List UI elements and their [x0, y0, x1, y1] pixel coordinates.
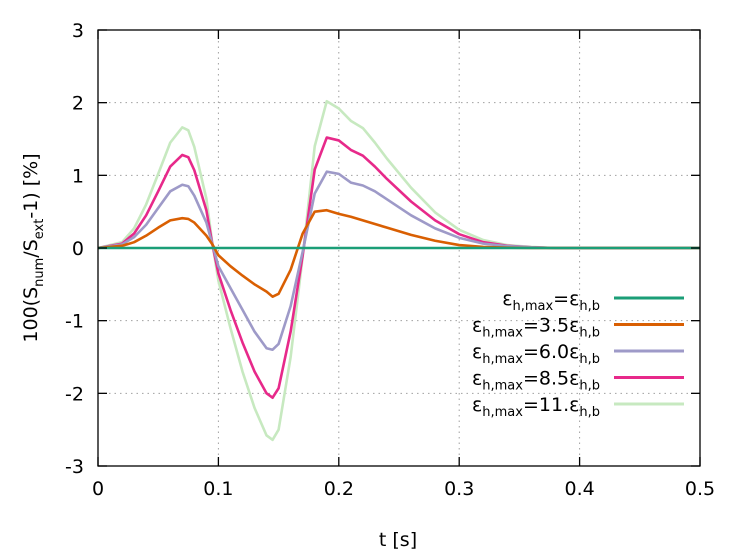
axis-ticks: [97, 29, 701, 467]
y-tick-label: -2: [65, 383, 84, 405]
x-tick-label: 0.3: [444, 478, 474, 500]
series-group: [97, 99, 700, 442]
legend-label: εh,max=8.5εh,b: [472, 368, 600, 394]
legend-item: εh,max=3.5εh,b: [472, 315, 684, 341]
legend-label: εh,max=11.εh,b: [472, 394, 600, 420]
legend-item: εh,max=εh,b: [502, 288, 684, 314]
y-tick-labels: -3 -2 -1 0 1 2 3: [65, 20, 84, 478]
x-tick-labels: 0 0.1 0.2 0.3 0.4 0.5: [92, 478, 715, 500]
x-tick-label: 0.5: [685, 478, 715, 500]
y-tick-label: 0: [72, 238, 84, 260]
y-tick-label: 3: [72, 20, 84, 42]
x-tick-label: 0.4: [564, 478, 594, 500]
legend-item: εh,max=11.εh,b: [472, 394, 684, 420]
legend-label: εh,max=εh,b: [502, 288, 600, 314]
legend-label: εh,max=3.5εh,b: [472, 315, 600, 341]
series-line: [97, 170, 700, 352]
y-tick-label: -3: [65, 456, 84, 478]
series-line: [97, 136, 700, 399]
legend-item: εh,max=6.0εh,b: [472, 341, 684, 367]
x-tick-label: 0.1: [203, 478, 233, 500]
y-tick-label: 1: [72, 165, 84, 187]
x-axis-label: t [s]: [379, 529, 417, 551]
x-tick-label: 0.2: [324, 478, 354, 500]
y-axis-label: 100(Snum/Sext-1) [%]: [20, 153, 47, 342]
legend: εh,max=εh,bεh,max=3.5εh,bεh,max=6.0εh,bε…: [472, 288, 684, 420]
y-tick-label: 2: [72, 93, 84, 115]
legend-item: εh,max=8.5εh,b: [472, 368, 684, 394]
y-tick-label: -1: [65, 311, 84, 333]
legend-label: εh,max=6.0εh,b: [472, 341, 600, 367]
x-tick-label: 0: [92, 478, 104, 500]
series-line: [97, 99, 700, 442]
